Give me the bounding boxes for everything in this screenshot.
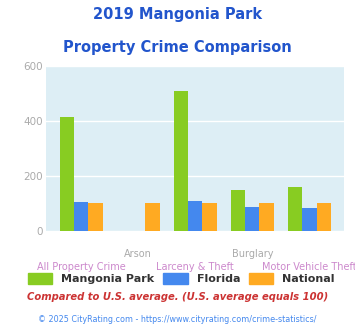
Text: Motor Vehicle Theft: Motor Vehicle Theft — [262, 262, 355, 272]
Bar — [174, 91, 188, 231]
Text: Property Crime Comparison: Property Crime Comparison — [63, 40, 292, 54]
Bar — [74, 202, 88, 231]
Text: All Property Crime: All Property Crime — [37, 262, 125, 272]
Bar — [88, 203, 103, 231]
Text: Compared to U.S. average. (U.S. average equals 100): Compared to U.S. average. (U.S. average … — [27, 292, 328, 302]
Bar — [60, 117, 74, 231]
Bar — [260, 203, 274, 231]
Bar — [317, 203, 331, 231]
Bar — [288, 187, 302, 231]
Text: Larceny & Theft: Larceny & Theft — [156, 262, 234, 272]
Bar — [145, 203, 160, 231]
Legend: Mangonia Park, Florida, National: Mangonia Park, Florida, National — [28, 273, 335, 284]
Text: Burglary: Burglary — [231, 249, 273, 259]
Bar — [188, 201, 202, 231]
Text: Arson: Arson — [124, 249, 152, 259]
Text: © 2025 CityRating.com - https://www.cityrating.com/crime-statistics/: © 2025 CityRating.com - https://www.city… — [38, 315, 317, 324]
Bar — [245, 207, 260, 231]
Text: 2019 Mangonia Park: 2019 Mangonia Park — [93, 7, 262, 21]
Bar — [202, 203, 217, 231]
Bar — [231, 190, 245, 231]
Bar — [302, 208, 317, 231]
